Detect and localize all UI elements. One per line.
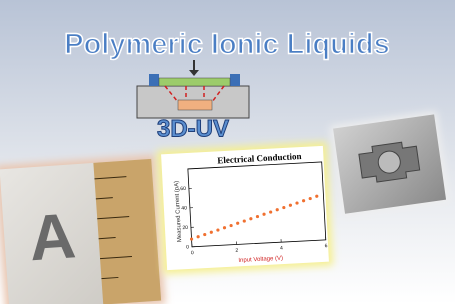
printed-letter: A <box>27 199 78 274</box>
x-tick-label: 0 <box>191 250 194 256</box>
x-tick-label: 2 <box>235 248 238 254</box>
y-tick-label: 60 <box>180 186 186 192</box>
x-tick-label: 6 <box>325 243 328 249</box>
photo-left: A <box>0 155 165 304</box>
y-tick-label: 20 <box>182 225 188 231</box>
x-tick-label: 4 <box>280 245 283 251</box>
inset-chart: Electrical Conduction Input Voltage (V) … <box>157 142 333 275</box>
y-tick-label: 40 <box>181 205 187 211</box>
title: Polymeric Ionic Liquids <box>64 29 390 61</box>
subtitle: 3D-UV <box>157 115 229 142</box>
photo-right <box>330 111 450 217</box>
y-tick-label: 0 <box>186 244 189 250</box>
graphic: Polymeric Ionic Liquids 3D-UV A Electric… <box>0 0 455 304</box>
